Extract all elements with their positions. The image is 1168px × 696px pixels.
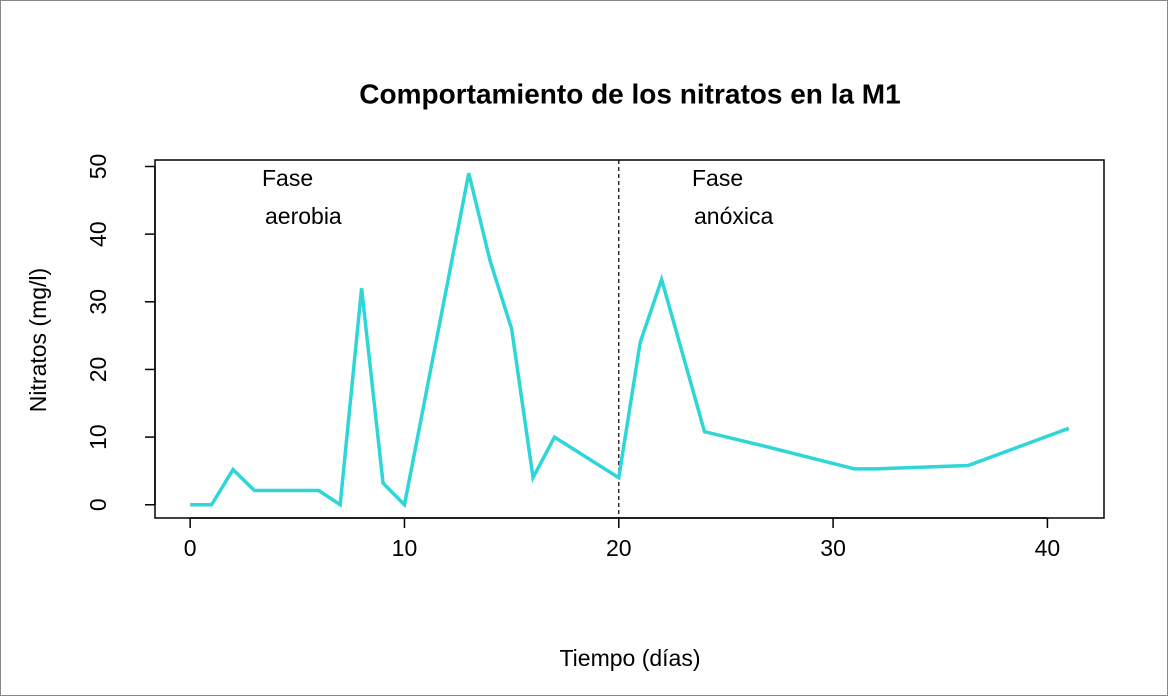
x-tick-label: 30 [820,535,846,561]
phase-annotation: anóxica [694,203,773,229]
y-tick-label: 10 [85,424,111,450]
x-tick-label: 40 [1035,535,1061,561]
y-tick-label: 0 [85,498,111,511]
phase-annotation: Fase [262,165,313,191]
phase-annotation: aerobia [265,203,342,229]
data-line [190,172,1070,509]
x-tick-label: 10 [392,535,418,561]
x-tick-label: 0 [184,535,197,561]
y-tick-label: 30 [85,289,111,315]
x-tick-label: 20 [606,535,632,561]
chart-title: Comportamiento de los nitratos en la M1 [359,78,900,109]
phase-annotation: Fase [692,165,743,191]
y-axis-label: Nitratos (mg/l) [25,268,51,412]
y-tick-label: 20 [85,357,111,383]
x-axis-label: Tiempo (días) [559,645,700,671]
y-tick-label: 40 [85,221,111,247]
y-tick-label: 50 [85,154,111,180]
